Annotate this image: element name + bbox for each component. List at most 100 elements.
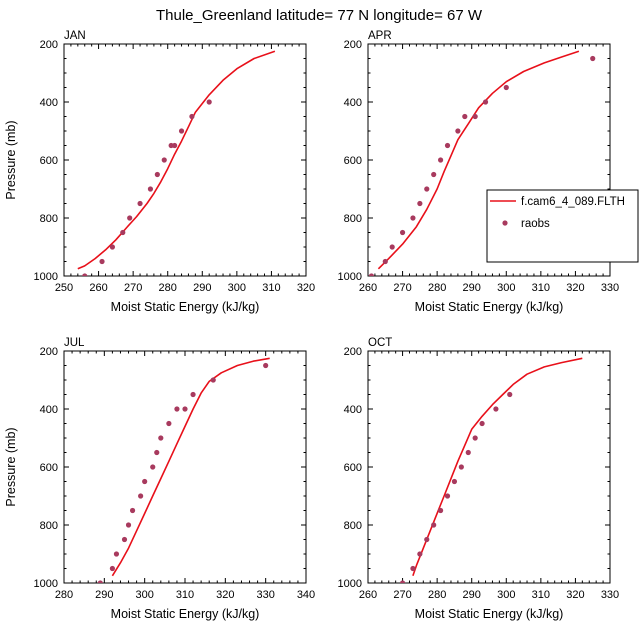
plot-frame — [63, 43, 307, 277]
plot-frame — [63, 350, 307, 584]
raobs-point — [129, 507, 136, 514]
raobs-point — [389, 244, 395, 250]
y-tick-label: 200 — [344, 39, 362, 51]
raobs-point — [182, 406, 188, 412]
x-tick-label: 290 — [193, 282, 211, 294]
y-tick-label: 600 — [344, 462, 362, 474]
x-tick-label: 310 — [176, 589, 194, 601]
raobs-point — [82, 273, 88, 276]
raobs-point — [142, 478, 148, 485]
legend-box — [486, 189, 639, 263]
raobs-point — [399, 229, 406, 236]
raobs-point — [417, 551, 423, 557]
raobs-point — [451, 478, 458, 485]
raobs-point — [138, 493, 144, 499]
series-layer — [399, 357, 583, 583]
raobs-point — [507, 391, 513, 398]
raobs-point — [190, 391, 196, 398]
raobs-point — [458, 464, 464, 470]
x-tick-label: 320 — [566, 282, 584, 294]
raobs-point — [368, 273, 375, 276]
raobs-point — [479, 420, 485, 427]
raobs-point — [109, 565, 115, 572]
y-tick-label: 800 — [40, 213, 58, 225]
x-tick-label: 300 — [497, 589, 515, 601]
x-tick-label: 280 — [159, 282, 177, 294]
panel-apr: 260 270 280 290 300 310 320 330 200 400 600 800 1000… — [338, 30, 620, 314]
y-tick-label: 200 — [40, 39, 58, 51]
series-layer — [368, 50, 596, 276]
legend-obs-label: raobs — [521, 218, 550, 230]
x-tick-label: 300 — [497, 282, 515, 294]
raobs-point — [410, 565, 416, 572]
y-tick-label: 800 — [344, 213, 362, 225]
raobs-point — [444, 142, 451, 149]
x-tick-label: 300 — [135, 589, 153, 601]
panel-oct: 260 270 280 290 300 310 320 330 200 400 600 800 1000… — [338, 337, 620, 621]
x-tick-label: 250 — [55, 282, 73, 294]
raobs-point — [172, 142, 178, 149]
y-tick-label: 800 — [344, 520, 362, 532]
x-tick-label: 310 — [532, 589, 550, 601]
raobs-point — [113, 551, 120, 557]
legend-obs-swatch — [502, 220, 508, 226]
x-tick-label: 320 — [297, 282, 315, 294]
raobs-point — [590, 55, 596, 62]
raobs-point — [462, 113, 468, 120]
raobs-point — [120, 229, 126, 236]
plot-frame — [367, 350, 611, 584]
y-tick-label: 1000 — [34, 578, 58, 590]
raobs-point — [154, 171, 160, 178]
raobs-point — [99, 258, 105, 265]
raobs-point — [438, 507, 444, 514]
raobs-point — [424, 186, 430, 192]
raobs-point — [417, 200, 423, 207]
x-tick-label: 280 — [428, 282, 446, 294]
raobs-point — [493, 406, 499, 412]
x-axis-label: Moist Static Energy (kJ/kg) — [111, 607, 260, 621]
raobs-point — [431, 522, 437, 528]
legend-model-label: f.cam6_4_089.FLTH — [521, 196, 625, 208]
raobs-point — [410, 215, 416, 221]
figure-title: Thule_Greenland latitude= 77 N longitude… — [156, 7, 483, 24]
y-axis-label: Pressure (mb) — [4, 120, 18, 199]
y-tick-label: 600 — [40, 462, 58, 474]
raobs-point — [189, 113, 195, 120]
raobs-point — [121, 536, 128, 543]
panel-label: APR — [368, 30, 392, 42]
raobs-point — [431, 171, 437, 178]
x-axis-label: Moist Static Energy (kJ/kg) — [111, 300, 260, 314]
x-axis-label: Moist Static Energy (kJ/kg) — [415, 300, 564, 314]
y-tick-label: 600 — [344, 155, 362, 167]
x-axis-label: Moist Static Energy (kJ/kg) — [415, 607, 564, 621]
raobs-point — [472, 435, 478, 441]
panel-label: JUL — [64, 337, 85, 349]
raobs-point — [147, 186, 154, 192]
raobs-point — [382, 258, 388, 265]
raobs-point — [455, 128, 461, 134]
series-layer — [97, 357, 270, 583]
x-tick-label: 290 — [95, 589, 113, 601]
raobs-point — [161, 157, 167, 163]
model-profile-line — [77, 50, 276, 270]
x-tick-label: 310 — [532, 282, 550, 294]
y-tick-label: 200 — [40, 346, 58, 358]
raobs-point — [465, 449, 471, 456]
y-tick-label: 800 — [40, 520, 58, 532]
raobs-point — [109, 244, 115, 250]
raobs-point — [125, 522, 132, 528]
x-tick-label: 300 — [228, 282, 246, 294]
raobs-point — [210, 377, 216, 383]
x-tick-label: 330 — [601, 589, 619, 601]
model-profile-line — [412, 357, 583, 577]
raobs-point — [472, 113, 478, 120]
y-tick-label: 200 — [344, 346, 362, 358]
y-axis-label: Pressure (mb) — [4, 427, 18, 506]
x-tick-label: 320 — [216, 589, 234, 601]
raobs-point — [154, 449, 160, 456]
raobs-point — [158, 435, 164, 441]
x-tick-label: 260 — [359, 589, 377, 601]
x-tick-label: 330 — [601, 282, 619, 294]
